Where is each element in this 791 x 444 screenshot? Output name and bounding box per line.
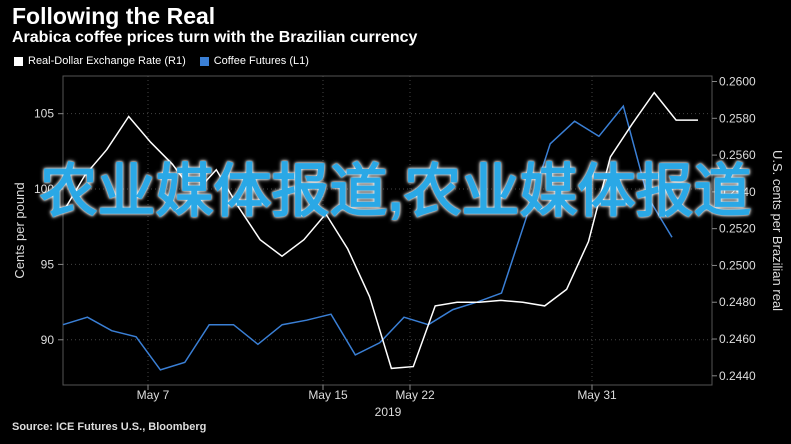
legend-label-coffee: Coffee Futures (L1)	[213, 55, 309, 67]
source-note: Source: ICE Futures U.S., Bloomberg	[12, 421, 207, 433]
x-tick-label: May 31	[577, 388, 617, 402]
y-right-tick-label: 0.2560	[719, 148, 756, 162]
x-tick-label: May 22	[395, 388, 435, 402]
legend-swatch-coffee	[199, 56, 209, 66]
x-tick-label: May 7	[137, 388, 170, 402]
y-right-tick-label: 0.2460	[719, 332, 756, 346]
legend-item-real: Real-Dollar Exchange Rate (R1)	[14, 55, 186, 67]
y-right-axis-label: U.S. cents per Brazilian real	[770, 150, 785, 311]
x-axis-sublabel: 2019	[375, 405, 402, 419]
y-right-tick-label: 0.2580	[719, 111, 756, 125]
y-right-tick-label: 0.2500	[719, 258, 756, 272]
y-left-tick-label: 95	[41, 257, 55, 271]
y-right-tick-label: 0.2540	[719, 185, 756, 199]
series-line-coffee-futures	[62, 104, 673, 371]
plot-frame	[62, 75, 713, 386]
chart-title: Following the Real	[12, 3, 216, 29]
y-left-tick-label: 105	[34, 107, 54, 121]
y-right-tick-label: 0.2520	[719, 222, 756, 236]
chart-subtitle: Arabica coffee prices turn with the Braz…	[12, 29, 418, 46]
legend-item-coffee: Coffee Futures (L1)	[199, 55, 309, 67]
series-line-real-dollar	[62, 91, 698, 370]
legend-label-real: Real-Dollar Exchange Rate (R1)	[28, 55, 186, 67]
y-right-tick-label: 0.2480	[719, 295, 756, 309]
legend-swatch-real	[14, 56, 23, 66]
x-tick-label: May 15	[308, 388, 348, 402]
y-left-tick-label: 90	[41, 333, 55, 347]
y-left-axis-label: Cents per pound	[12, 182, 27, 278]
y-right-tick-label: 0.2440	[719, 369, 756, 383]
legend: Real-Dollar Exchange Rate (R1) Coffee Fu…	[14, 55, 323, 67]
y-right-tick-label: 0.2600	[719, 75, 756, 89]
y-left-tick-label: 100	[34, 182, 54, 196]
